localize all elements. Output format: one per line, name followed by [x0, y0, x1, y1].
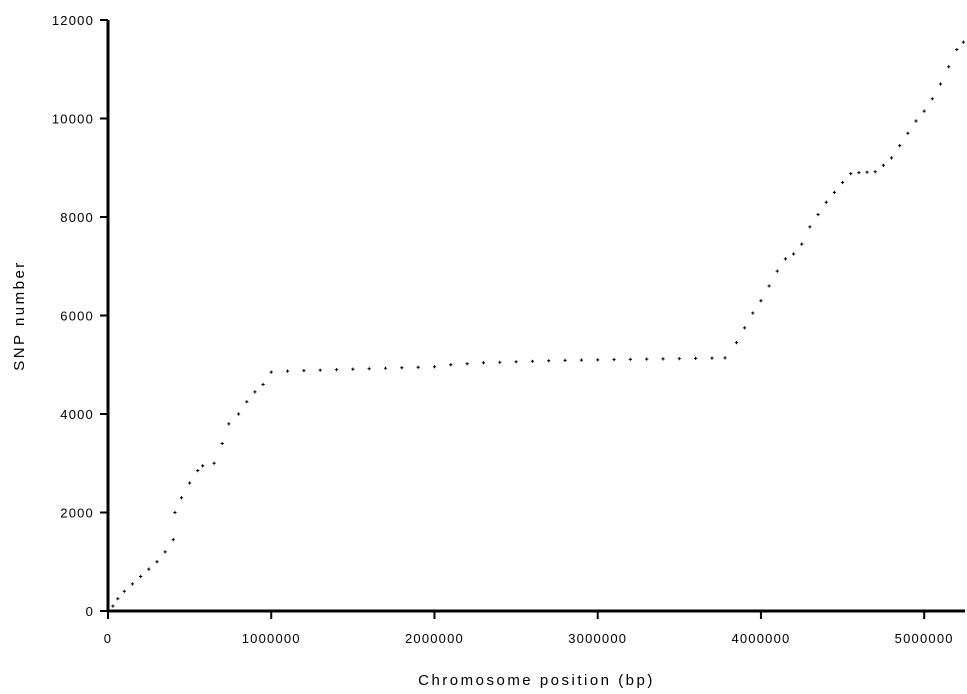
data-point [645, 357, 649, 361]
data-point [832, 190, 837, 194]
x-tick-label: 4000000 [731, 631, 790, 646]
data-point [694, 356, 698, 360]
data-point [947, 65, 951, 69]
data-point [351, 367, 355, 371]
data-point [881, 163, 885, 167]
data-point [173, 510, 177, 515]
data-point [465, 362, 469, 366]
data-point [734, 340, 739, 345]
x-tick-label: 5000000 [895, 631, 954, 646]
data-point [147, 567, 151, 571]
data-point [783, 257, 788, 261]
data-point [285, 369, 290, 373]
data-point [596, 358, 600, 362]
data-point [710, 356, 714, 360]
data-point [302, 369, 306, 373]
data-point [849, 172, 853, 176]
data-point [155, 560, 159, 564]
data-point [661, 357, 665, 361]
data-point [824, 200, 828, 204]
data-point [743, 326, 747, 330]
data-point [227, 422, 231, 426]
data-point [498, 360, 502, 364]
data-point [955, 47, 959, 52]
data-point [188, 481, 192, 485]
y-tick-label: 8000 [60, 210, 94, 225]
data-points [106, 40, 965, 613]
y-tick-label: 4000 [60, 407, 94, 422]
data-point [196, 469, 200, 473]
x-tick-label: 2000000 [405, 631, 464, 646]
data-point [432, 365, 437, 369]
data-point [914, 119, 918, 123]
data-point [130, 582, 135, 586]
data-point [179, 496, 184, 500]
data-point [922, 109, 926, 113]
data-point [723, 356, 727, 360]
data-point [139, 574, 143, 579]
data-point [579, 358, 583, 362]
data-point [514, 360, 518, 364]
data-point [400, 366, 404, 370]
data-point [449, 363, 453, 367]
data-point [751, 311, 755, 315]
data-point [612, 357, 616, 362]
y-tick-label: 10000 [52, 112, 94, 127]
data-point [961, 40, 965, 44]
data-point [677, 356, 681, 361]
data-point [212, 461, 216, 465]
data-point [800, 242, 804, 246]
data-point [857, 171, 861, 175]
data-point [116, 597, 120, 601]
data-point [416, 365, 420, 369]
data-point [245, 400, 249, 404]
data-point [767, 284, 771, 288]
y-axis-title: SNP number [11, 260, 28, 371]
data-point [840, 180, 845, 185]
axis-ticks: 0 2000 4000 6000 8000 10000 12000 0 1000000 20000… [52, 13, 954, 646]
data-point [889, 156, 894, 160]
data-point [220, 441, 224, 446]
data-point [898, 143, 902, 148]
data-point [481, 361, 486, 365]
y-tick-label: 12000 [52, 13, 94, 28]
data-point [865, 170, 869, 174]
y-tick-label: 0 [86, 604, 94, 619]
data-point [530, 359, 535, 363]
data-point [163, 550, 167, 554]
data-point [816, 212, 820, 217]
data-point [775, 269, 779, 273]
data-point [938, 82, 943, 86]
x-tick-label: 0 [104, 631, 112, 646]
x-tick-label: 1000000 [242, 631, 301, 646]
data-point [930, 97, 934, 101]
data-point [122, 589, 126, 593]
data-point [383, 366, 388, 370]
y-tick-label: 6000 [60, 309, 94, 324]
data-point [547, 359, 551, 363]
data-point [873, 170, 877, 174]
x-tick-label: 3000000 [568, 631, 627, 646]
data-point [759, 299, 763, 303]
data-point [171, 537, 175, 542]
data-point [269, 370, 273, 374]
data-point [261, 382, 265, 387]
x-axis-title: Chromosome position (bp) [418, 672, 655, 689]
data-point [318, 368, 322, 372]
data-point [367, 367, 371, 371]
data-point [201, 464, 205, 468]
data-point [563, 358, 567, 362]
data-point [808, 225, 812, 229]
y-tick-label: 2000 [60, 506, 94, 521]
data-point [628, 357, 632, 361]
data-point [906, 131, 910, 135]
data-point [792, 252, 796, 256]
data-point [111, 604, 115, 608]
data-point [334, 368, 339, 372]
data-point [253, 390, 257, 394]
axes [106, 20, 965, 613]
data-point [236, 412, 241, 416]
